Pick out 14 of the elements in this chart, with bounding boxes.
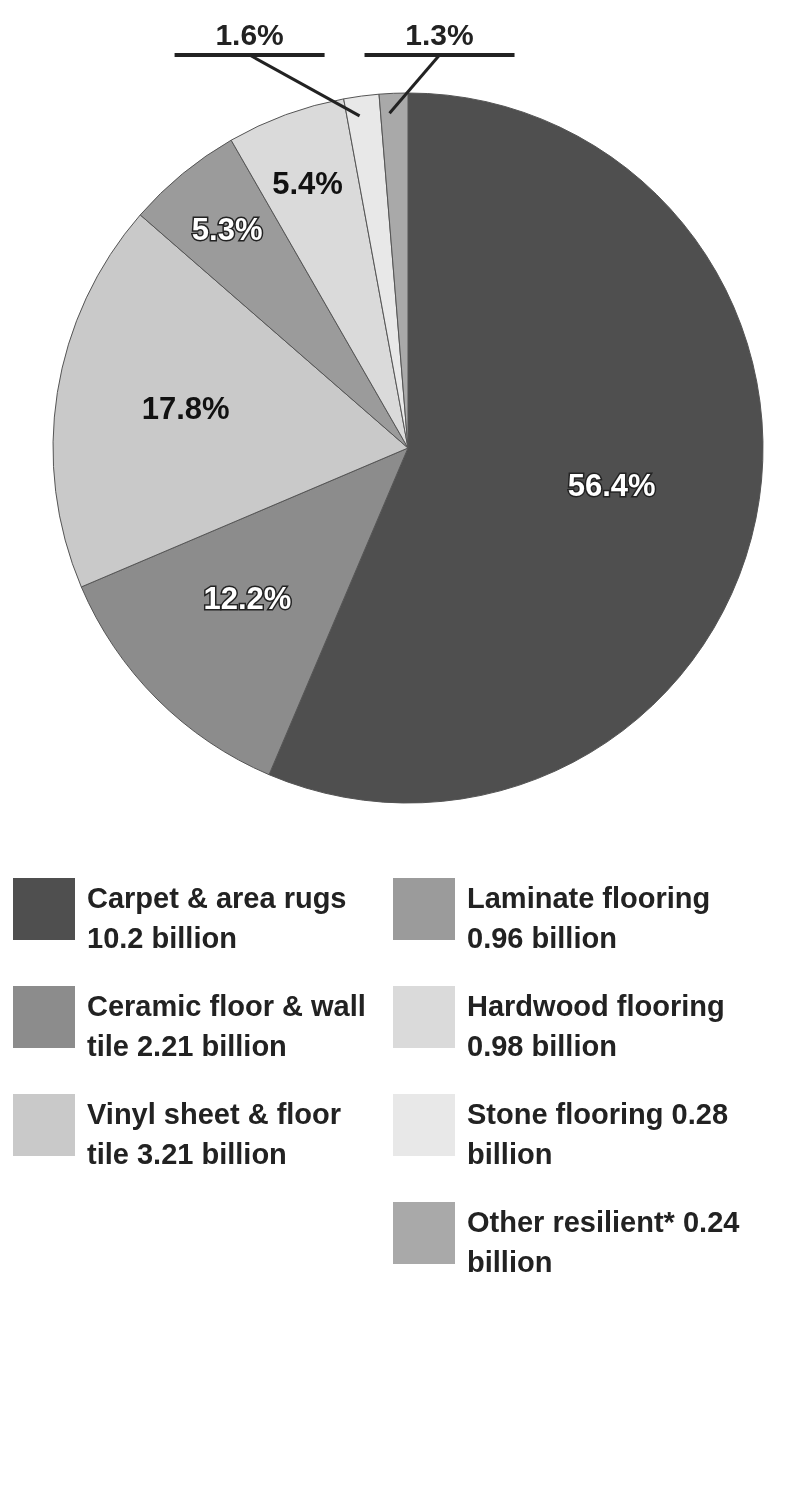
legend-label: Vinyl sheet & floor tile 3.21 billion [87, 1097, 343, 1172]
legend-label: Carpet & area rugs 10.2 billion [87, 881, 348, 956]
legend-label: Other resilient* 0.24 billion [467, 1205, 741, 1280]
data-label: 56.4% [567, 468, 656, 504]
data-label: 5.4% [272, 165, 343, 201]
legend-label: Laminate flooring 0.96 billion [467, 881, 712, 956]
data-label: 5.3% [191, 211, 263, 247]
legend-label: Hardwood flooring 0.98 billion [467, 989, 726, 1064]
legend-label: Stone flooring 0.28 billion [467, 1097, 730, 1172]
data-label: 12.2% [203, 581, 292, 617]
data-label: 1.6% [215, 18, 284, 51]
data-label: 17.8% [141, 391, 230, 427]
legend-label: Ceramic floor & wall tile 2.21 billion [87, 989, 367, 1064]
data-label: 1.3% [405, 18, 474, 51]
